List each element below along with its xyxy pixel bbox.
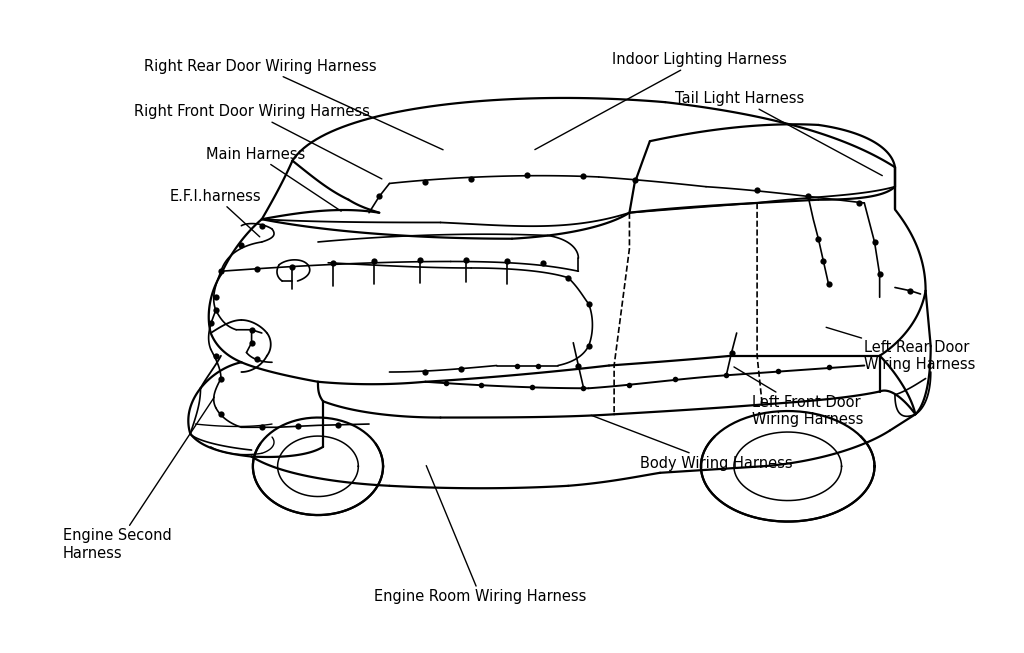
Text: Right Front Door Wiring Harness: Right Front Door Wiring Harness <box>134 104 382 179</box>
Text: Tail Light Harness: Tail Light Harness <box>676 91 883 176</box>
Text: Main Harness: Main Harness <box>206 147 341 211</box>
Text: Engine Room Wiring Harness: Engine Room Wiring Harness <box>374 466 587 604</box>
Text: Engine Second
Harness: Engine Second Harness <box>62 397 214 560</box>
Text: Left Front Door
Wiring Harness: Left Front Door Wiring Harness <box>734 367 863 427</box>
Text: Body Wiring Harness: Body Wiring Harness <box>591 415 793 471</box>
Text: Left Rear Door
Wiring Harness: Left Rear Door Wiring Harness <box>826 327 976 372</box>
Text: E.F.I.harness: E.F.I.harness <box>170 189 261 237</box>
Text: Right Rear Door Wiring Harness: Right Rear Door Wiring Harness <box>144 59 443 150</box>
Text: Indoor Lighting Harness: Indoor Lighting Harness <box>535 52 787 150</box>
